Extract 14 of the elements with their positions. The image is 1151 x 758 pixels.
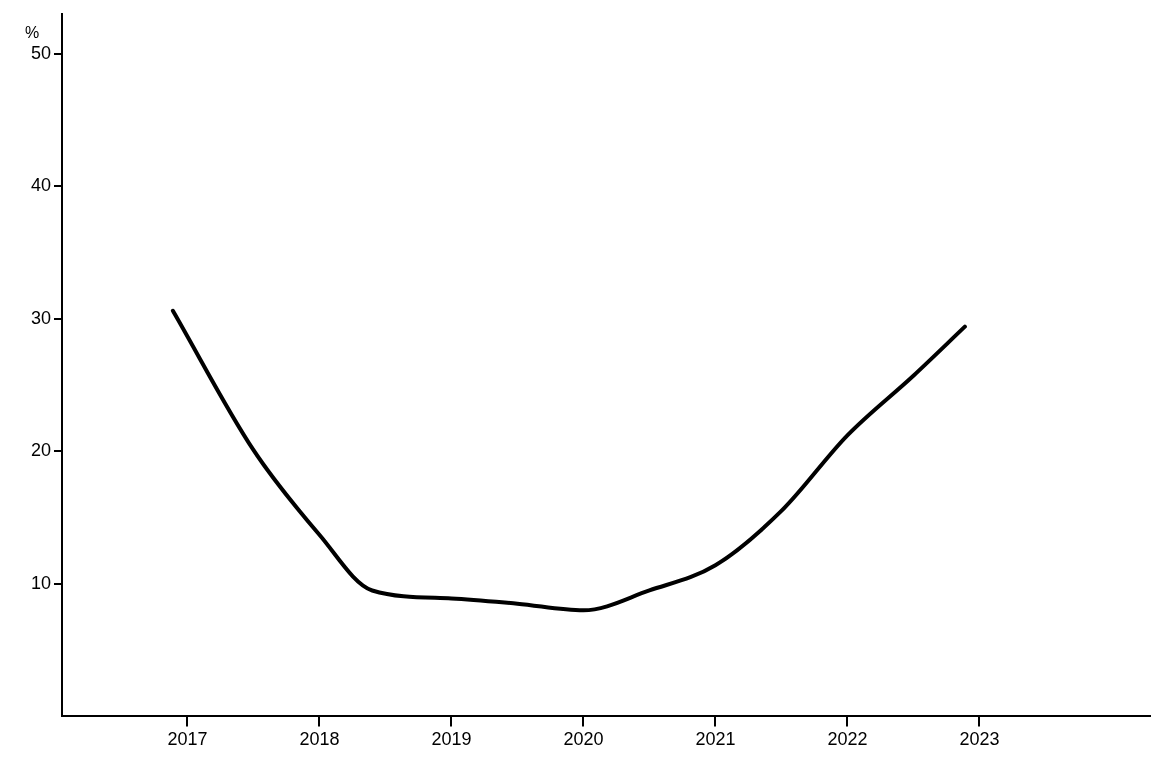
x-tick-label: 2022 bbox=[827, 729, 868, 750]
x-tick-label: 2018 bbox=[299, 729, 340, 750]
x-tick-label: 2023 bbox=[959, 729, 1000, 750]
y-tick-label: 50 bbox=[30, 42, 51, 63]
x-tick-label: 2019 bbox=[431, 729, 472, 750]
y-tick-label: 40 bbox=[30, 175, 51, 196]
x-tick-label: 2020 bbox=[563, 729, 604, 750]
y-axis-title: % bbox=[24, 23, 40, 41]
line-series bbox=[170, 308, 967, 613]
x-tick-label: 2021 bbox=[695, 729, 736, 750]
y-tick-label: 20 bbox=[30, 440, 51, 461]
y-tick-label: 30 bbox=[30, 307, 51, 328]
y-tick-label: 10 bbox=[30, 572, 51, 593]
x-tick-label: 2017 bbox=[167, 729, 208, 750]
